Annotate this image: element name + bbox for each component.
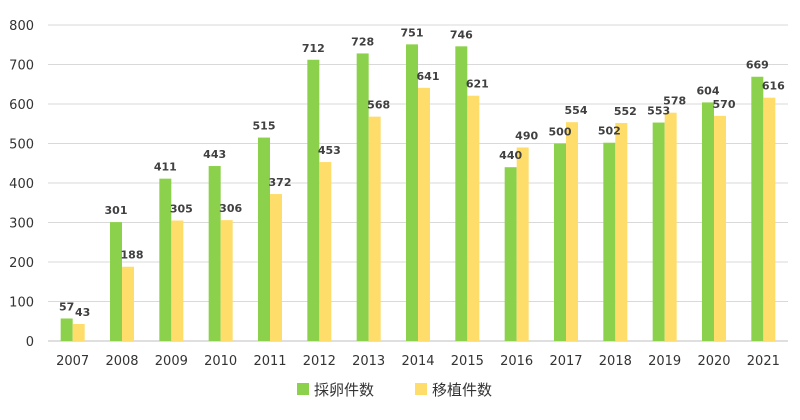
data-label-egg-retrieval-2009: 411 (154, 161, 177, 174)
bar-transfer-2017 (566, 122, 578, 341)
data-label-transfer-2020: 570 (713, 98, 736, 111)
data-label-transfer-2014: 641 (417, 70, 440, 83)
bar-egg-retrieval-2014 (406, 44, 418, 341)
bar-egg-retrieval-2019 (652, 122, 665, 341)
bar-egg-retrieval-2021 (751, 76, 764, 342)
x-tick-label: 2015 (451, 354, 484, 369)
y-tick-label: 600 (9, 98, 34, 113)
x-tick-label: 2019 (648, 354, 681, 369)
data-label-egg-retrieval-2021: 669 (746, 59, 769, 72)
data-label-egg-retrieval-2014: 751 (401, 26, 424, 39)
y-tick-label: 400 (9, 177, 34, 192)
data-labels: 57 43 301 188 411 305 443 306 515 372 712 453 728 568… (59, 26, 785, 319)
legend-swatch-transfer (415, 383, 427, 395)
bar-transfer-2013 (368, 116, 381, 341)
y-tick-label: 300 (9, 217, 34, 232)
x-tick-label: 2018 (599, 354, 632, 369)
data-label-egg-retrieval-2018: 502 (598, 125, 621, 138)
y-tick-label: 800 (9, 19, 34, 34)
y-tick-label: 700 (9, 59, 34, 74)
bar-transfer-2014 (418, 87, 430, 342)
bar-egg-retrieval-2011 (258, 137, 270, 341)
data-label-egg-retrieval-2011: 515 (253, 120, 276, 133)
bar-transfer-2016 (516, 147, 529, 341)
legend: 採卵件数 移植件数 (297, 381, 492, 399)
data-label-transfer-2007: 43 (75, 306, 90, 319)
x-tick-label: 2020 (697, 354, 730, 369)
bar-transfer-2011 (270, 194, 282, 341)
x-tick-label: 2007 (56, 354, 89, 369)
x-tick-label: 2009 (155, 354, 188, 369)
data-label-egg-retrieval-2012: 712 (302, 42, 325, 55)
bar-transfer-2007 (72, 324, 85, 341)
bar-transfer-2009 (171, 220, 184, 341)
data-label-egg-retrieval-2015: 746 (450, 28, 473, 41)
bar-transfer-2010 (220, 220, 233, 341)
bar-transfer-2019 (664, 112, 677, 341)
legend-swatch-egg-retrieval (297, 383, 309, 395)
x-tick-label: 2010 (204, 354, 237, 369)
bar-egg-retrieval-2017 (554, 143, 566, 341)
bar-egg-retrieval-2012 (307, 59, 320, 341)
x-axis-tick-labels: 2007 2008 2009 2010 2011 2012 2013 2014 2015 2016… (56, 354, 780, 369)
y-tick-label: 500 (9, 138, 34, 153)
bar-egg-retrieval-2015 (455, 46, 468, 342)
bar-egg-retrieval-2007 (60, 318, 73, 341)
data-label-transfer-2021: 616 (762, 80, 785, 93)
data-label-egg-retrieval-2008: 301 (105, 204, 128, 217)
bar-transfer-2018 (615, 122, 628, 342)
x-tick-label: 2011 (253, 354, 286, 369)
x-tick-label: 2016 (500, 354, 533, 369)
y-axis-tick-labels: 0 100 200 300 400 500 600 700 800 (9, 19, 34, 350)
data-label-transfer-2015: 621 (466, 78, 489, 91)
data-label-egg-retrieval-2007: 57 (59, 300, 74, 313)
data-label-transfer-2019: 578 (663, 95, 686, 108)
data-label-egg-retrieval-2019: 553 (647, 105, 670, 118)
legend-label-transfer: 移植件数 (432, 381, 492, 399)
bars (60, 44, 776, 342)
bar-egg-retrieval-2016 (504, 167, 517, 341)
x-tick-label: 2017 (549, 354, 582, 369)
y-tick-label: 0 (26, 335, 34, 350)
data-label-transfer-2012: 453 (318, 144, 341, 157)
x-tick-label: 2014 (401, 354, 434, 369)
bar-transfer-2015 (467, 95, 480, 341)
data-label-transfer-2010: 306 (219, 202, 242, 215)
x-tick-label: 2008 (105, 354, 138, 369)
data-label-transfer-2017: 554 (565, 104, 588, 117)
x-tick-label: 2013 (352, 354, 385, 369)
bar-transfer-2012 (319, 162, 332, 341)
bar-transfer-2008 (122, 266, 134, 341)
data-label-transfer-2016: 490 (515, 129, 538, 142)
y-tick-label: 100 (9, 296, 34, 311)
bar-egg-retrieval-2013 (356, 53, 369, 341)
data-label-egg-retrieval-2016: 440 (499, 149, 522, 162)
bar-egg-retrieval-2008 (110, 222, 122, 341)
data-label-egg-retrieval-2010: 443 (203, 148, 226, 161)
data-label-transfer-2009: 305 (170, 203, 193, 216)
data-label-egg-retrieval-2017: 500 (549, 126, 572, 139)
legend-label-egg-retrieval: 採卵件数 (314, 381, 374, 399)
data-label-egg-retrieval-2020: 604 (697, 84, 720, 97)
bar-egg-retrieval-2018 (603, 142, 616, 341)
x-tick-label: 2012 (303, 354, 336, 369)
y-tick-label: 200 (9, 256, 34, 271)
bar-transfer-2020 (714, 115, 726, 341)
data-label-egg-retrieval-2013: 728 (351, 35, 374, 48)
bar-egg-retrieval-2009 (159, 178, 172, 341)
bar-transfer-2021 (763, 97, 776, 342)
bar-egg-retrieval-2020 (702, 102, 714, 341)
data-label-transfer-2013: 568 (367, 99, 390, 112)
data-label-transfer-2008: 188 (121, 249, 144, 262)
bar-egg-retrieval-2010 (208, 166, 221, 341)
data-label-transfer-2011: 372 (269, 176, 292, 189)
x-tick-label: 2021 (747, 354, 780, 369)
data-label-transfer-2018: 552 (614, 105, 637, 118)
